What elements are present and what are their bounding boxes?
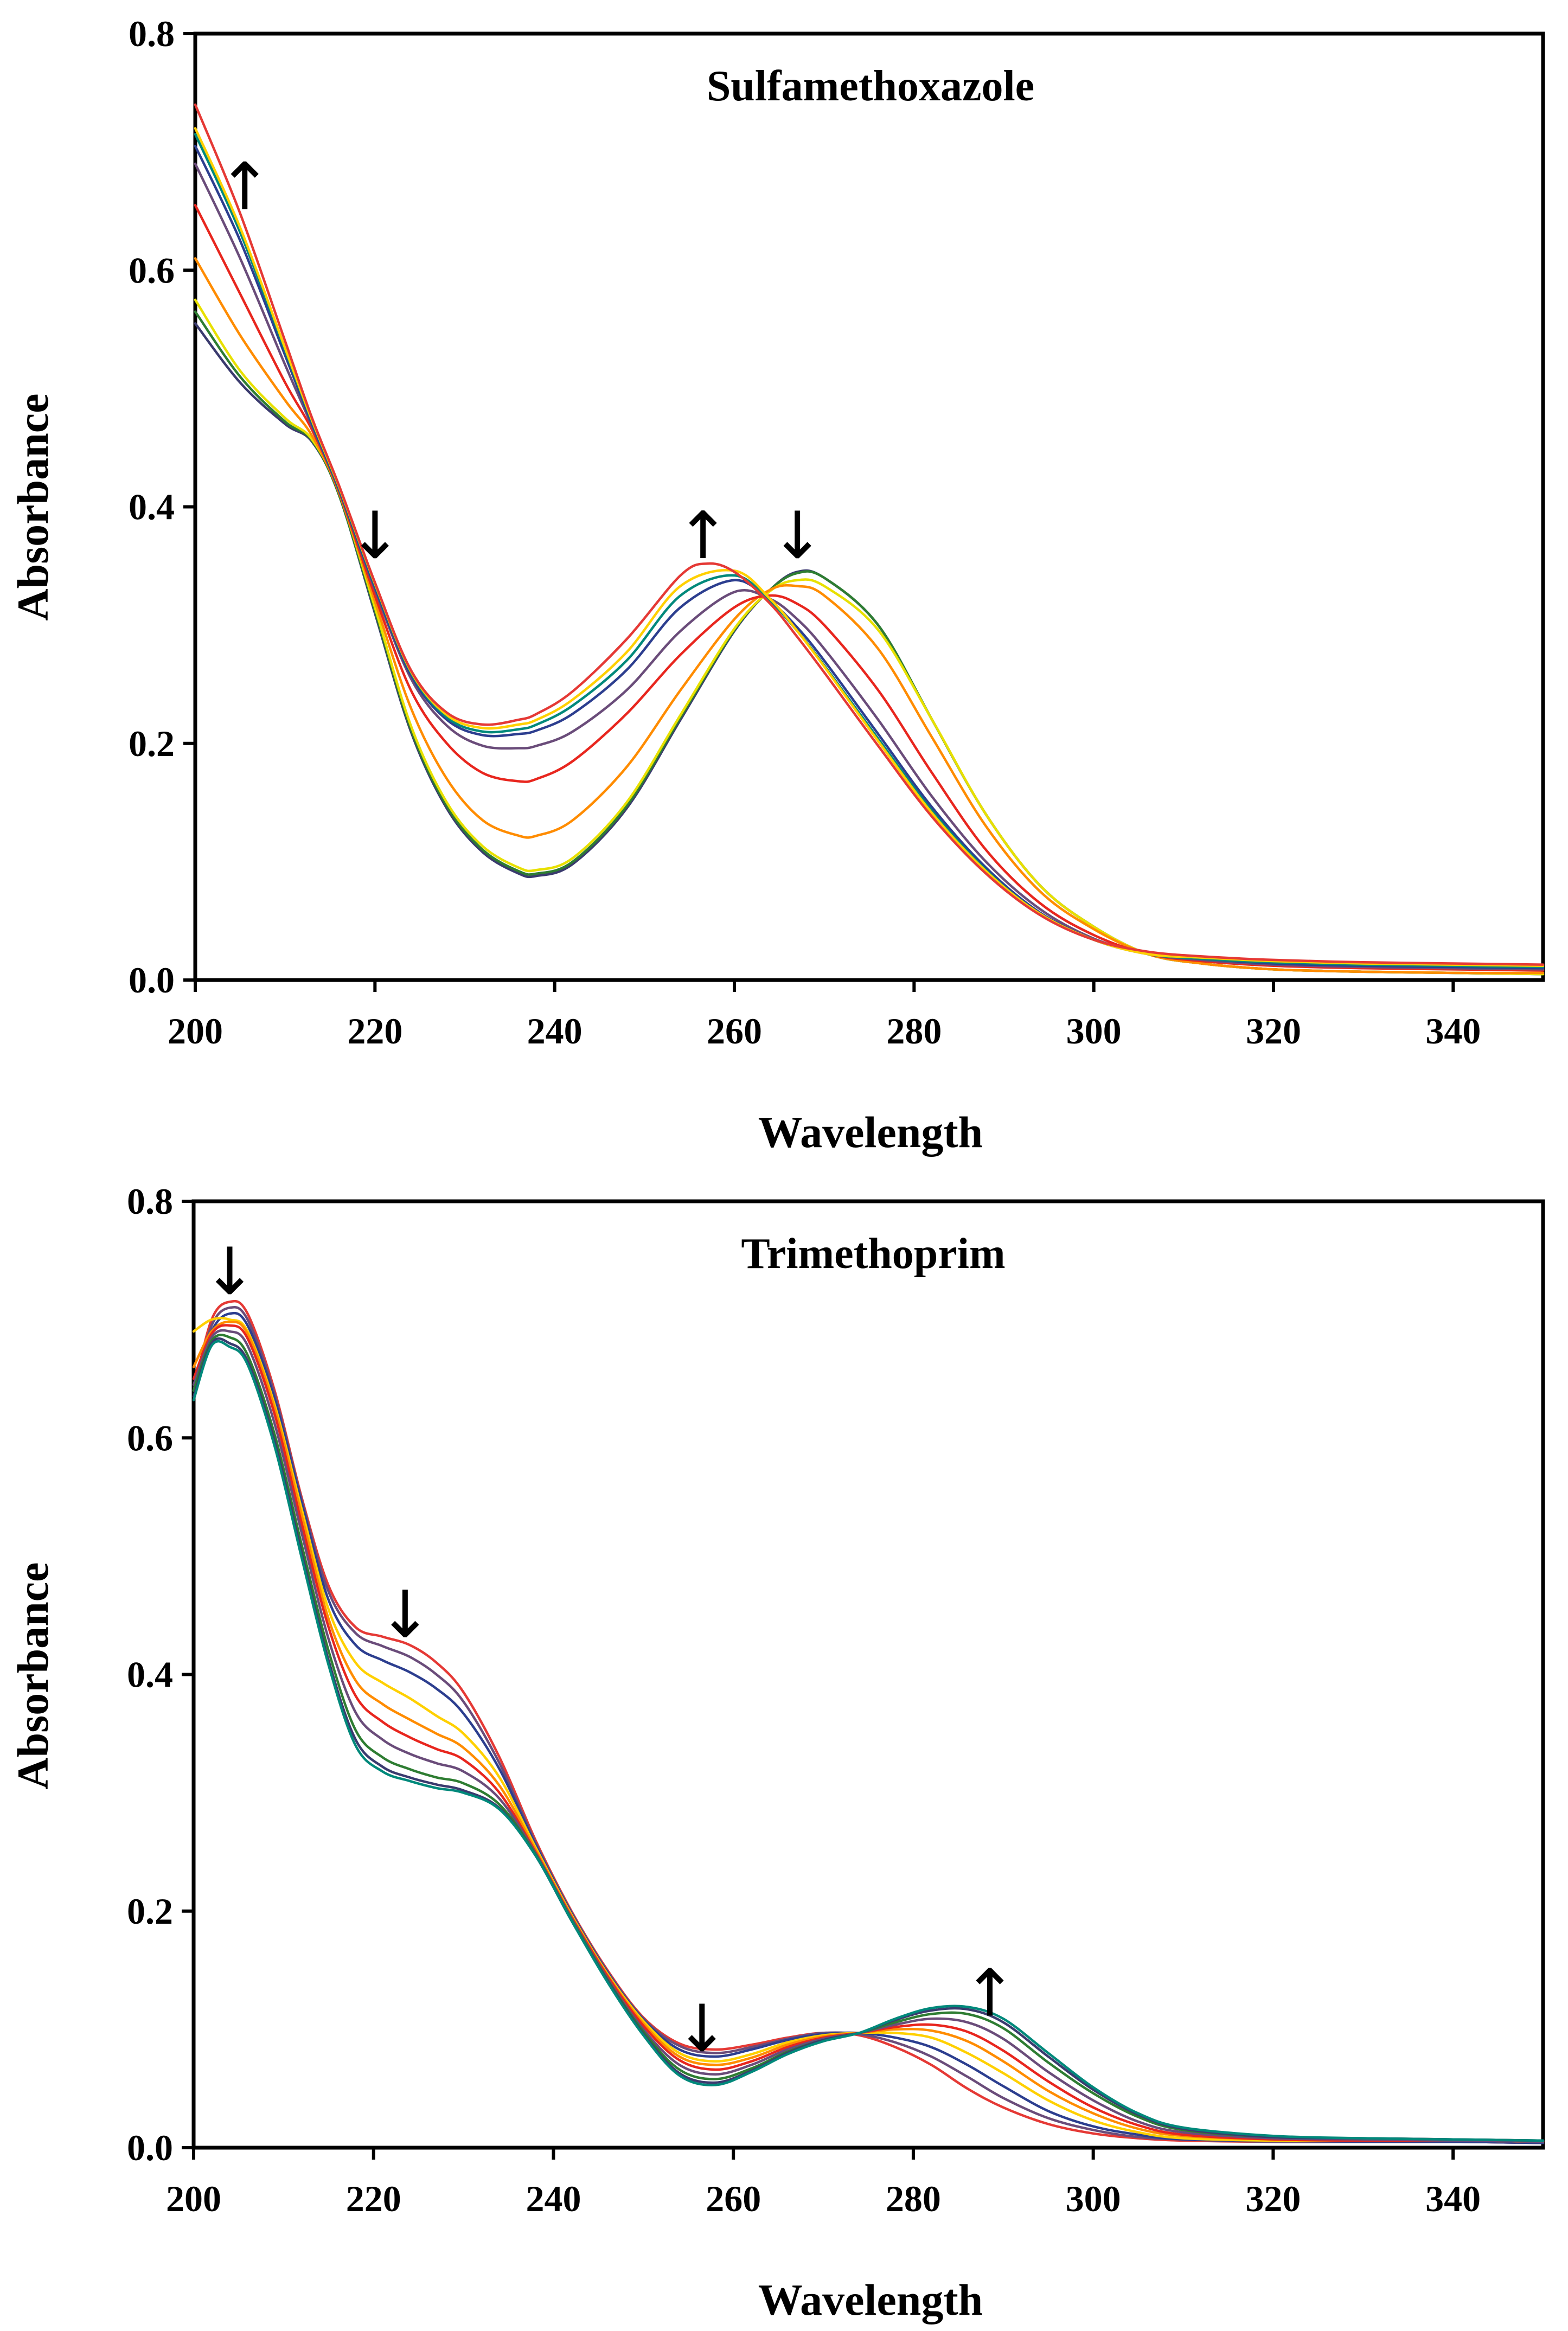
arrow-down-icon: ↓ xyxy=(770,498,825,574)
series-line-10 xyxy=(194,103,1545,966)
x-tick-label: 260 xyxy=(706,2178,761,2219)
x-tick-label: 240 xyxy=(527,1010,583,1052)
series-line-7 xyxy=(192,1329,1545,2143)
chart-title: Sulfamethoxazole xyxy=(707,62,1034,110)
y-tick-label: 0.4 xyxy=(129,486,175,528)
arrow-up-icon: ↑ xyxy=(963,1956,1017,2031)
x-tick-label: 340 xyxy=(1425,2178,1481,2219)
series-line-10 xyxy=(192,1340,1545,2142)
x-tick-label: 320 xyxy=(1245,2178,1301,2219)
spectra xyxy=(194,103,1545,976)
y-tick-label: 0.8 xyxy=(127,1181,173,1222)
x-axis: 200 220 240 260 280 300 320 340 xyxy=(166,2148,1481,2219)
x-tick-label: 320 xyxy=(1246,1010,1301,1052)
y-axis: 0.0 0.2 0.4 0.6 0.8 xyxy=(127,1181,194,2168)
x-tick-label: 280 xyxy=(886,2178,941,2219)
arrow-up-icon: ↑ xyxy=(676,498,731,574)
y-axis-title: Absorbance xyxy=(8,393,57,620)
x-tick-label: 300 xyxy=(1066,1010,1122,1052)
y-tick-label: 0.6 xyxy=(127,1417,173,1458)
direction-arrows: ↑ ↓ ↑ ↓ xyxy=(217,150,824,574)
series-line-4 xyxy=(192,1317,1545,2143)
x-tick-label: 260 xyxy=(707,1010,762,1052)
series-line-5 xyxy=(194,204,1545,972)
arrow-down-icon: ↓ xyxy=(378,1577,433,1653)
arrow-down-icon: ↓ xyxy=(348,498,402,574)
direction-arrows: ↓ ↓ ↓ ↑ xyxy=(202,1234,1017,2067)
series-line-5 xyxy=(192,1321,1545,2143)
x-tick-label: 220 xyxy=(347,1010,402,1052)
series-line-6 xyxy=(192,1324,1545,2143)
arrow-down-icon: ↓ xyxy=(202,1234,257,1310)
x-tick-label: 280 xyxy=(886,1010,942,1052)
y-axis: 0.0 0.2 0.4 0.6 0.8 xyxy=(129,13,195,1001)
series-line-9 xyxy=(192,1337,1545,2142)
x-axis-title: Wavelength xyxy=(758,1107,983,1157)
arrow-down-icon: ↓ xyxy=(675,1991,729,2067)
series-line-8 xyxy=(192,1334,1545,2142)
y-tick-label: 0.4 xyxy=(127,1654,173,1695)
y-tick-label: 0.8 xyxy=(129,13,175,54)
y-axis-title: Absorbance xyxy=(8,1562,57,1789)
y-tick-label: 0.0 xyxy=(129,959,175,1001)
sulfamethoxazole-chart: Sulfamethoxazole ↑ ↓ ↑ ↓ 0.0 0.2 0.4 0.6 0.8 20… xyxy=(8,13,1545,1157)
y-tick-label: 0.6 xyxy=(129,249,175,291)
y-tick-label: 0.2 xyxy=(129,723,175,764)
trimethoprim-chart: Trimethoprim ↓ ↓ ↓ ↑ 0.0 0.2 0.4 0.6 0.8 200 220… xyxy=(8,1181,1545,2324)
series-line-1 xyxy=(192,1299,1545,2144)
x-tick-label: 200 xyxy=(168,1010,223,1052)
x-axis-title: Wavelength xyxy=(758,2275,983,2324)
chart-title: Trimethoprim xyxy=(741,1230,1005,1278)
x-tick-label: 240 xyxy=(526,2178,581,2219)
series-line-3 xyxy=(192,1311,1545,2144)
x-tick-label: 300 xyxy=(1066,2178,1121,2219)
x-tick-label: 200 xyxy=(166,2178,221,2219)
series-line-2 xyxy=(192,1305,1545,2144)
x-tick-label: 220 xyxy=(346,2178,401,2219)
y-tick-label: 0.0 xyxy=(127,2127,173,2168)
spectra xyxy=(192,1299,1545,2144)
arrow-up-icon: ↑ xyxy=(217,150,272,225)
y-tick-label: 0.2 xyxy=(127,1891,173,1932)
x-tick-label: 340 xyxy=(1425,1010,1481,1052)
plot-frame xyxy=(191,1199,1545,2150)
x-axis: 200 220 240 260 280 300 320 340 xyxy=(168,980,1481,1052)
